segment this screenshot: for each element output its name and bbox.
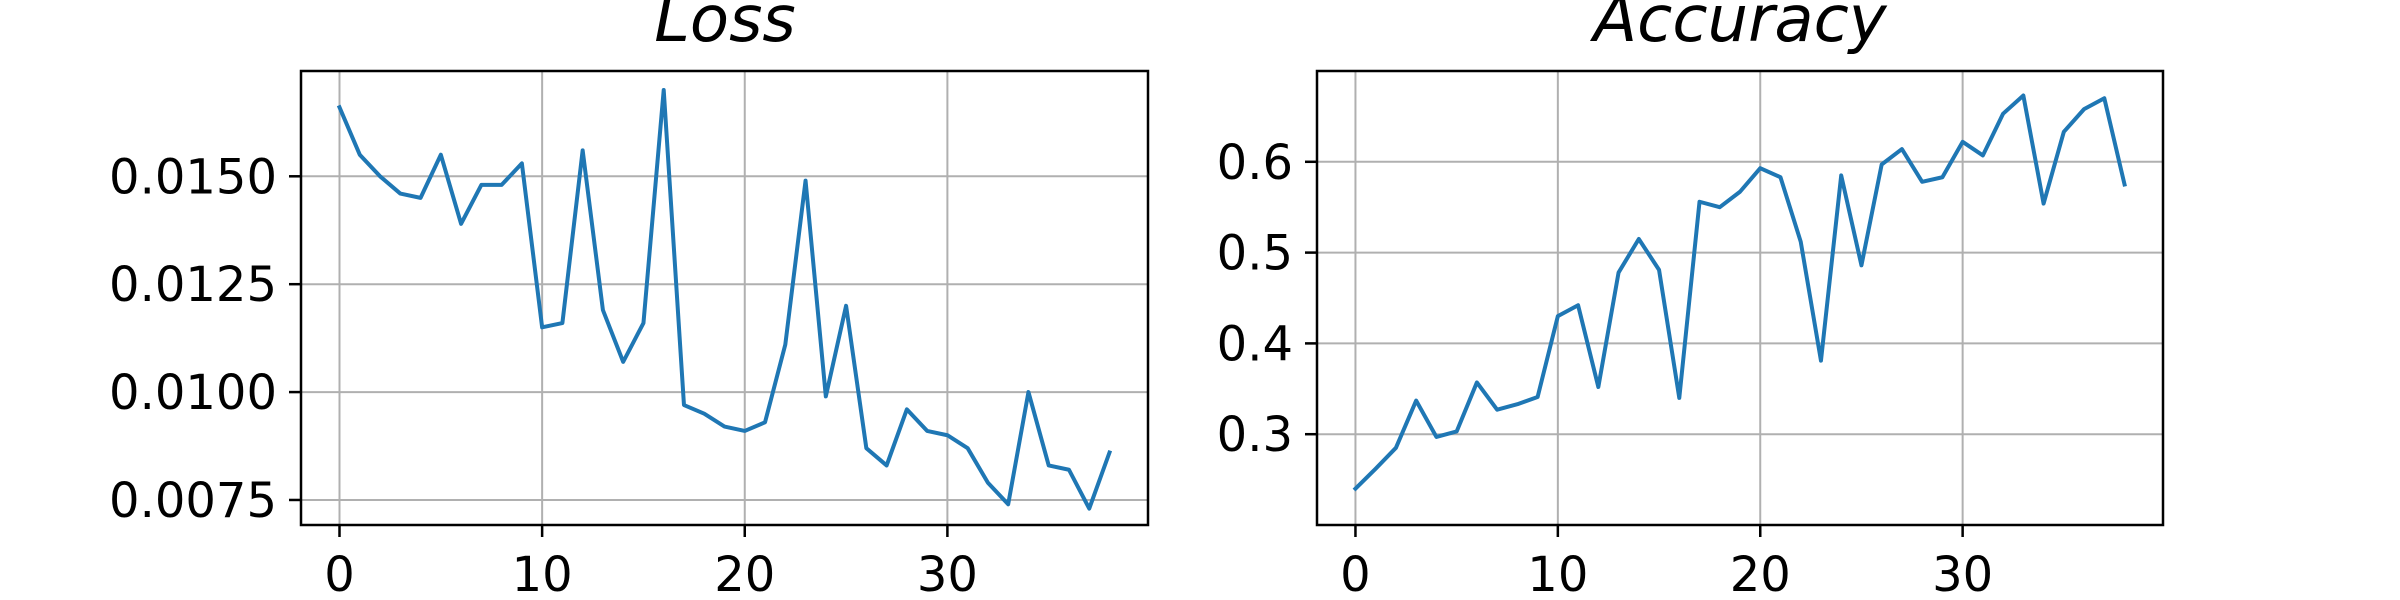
accuracy-x-tick-label-1: 10 xyxy=(1527,547,1588,600)
loss-x-tick-label-0: 0 xyxy=(324,547,355,600)
loss-x-tick-label-3: 30 xyxy=(917,547,978,600)
accuracy-y-tick-label-1: 0.4 xyxy=(1217,316,1293,372)
loss-x-tick-label-1: 10 xyxy=(512,547,573,600)
accuracy-x-tick-label-2: 20 xyxy=(1730,547,1791,600)
accuracy-x-tick-label-3: 30 xyxy=(1932,547,1993,600)
loss-x-tick-label-2: 20 xyxy=(714,547,775,600)
loss-chart-title: Loss xyxy=(654,0,796,57)
accuracy-series-line xyxy=(1352,93,2127,492)
loss-y-tick-label-3: 0.0150 xyxy=(109,149,277,205)
loss-y-tick-label-2: 0.0125 xyxy=(109,257,277,313)
loss-y-tick-label-1: 0.0100 xyxy=(109,365,277,421)
loss-y-tick-label-0: 0.0075 xyxy=(109,473,277,529)
accuracy-x-tick-label-0: 0 xyxy=(1340,547,1371,600)
loss-axes-frame xyxy=(299,69,1150,527)
accuracy-y-tick-label-0: 0.3 xyxy=(1217,407,1293,463)
accuracy-axes-frame xyxy=(1315,69,2165,527)
accuracy-y-tick-label-2: 0.5 xyxy=(1217,226,1293,282)
accuracy-chart-title: Accuracy xyxy=(1593,0,1887,57)
accuracy-y-tick-label-3: 0.6 xyxy=(1217,135,1293,191)
